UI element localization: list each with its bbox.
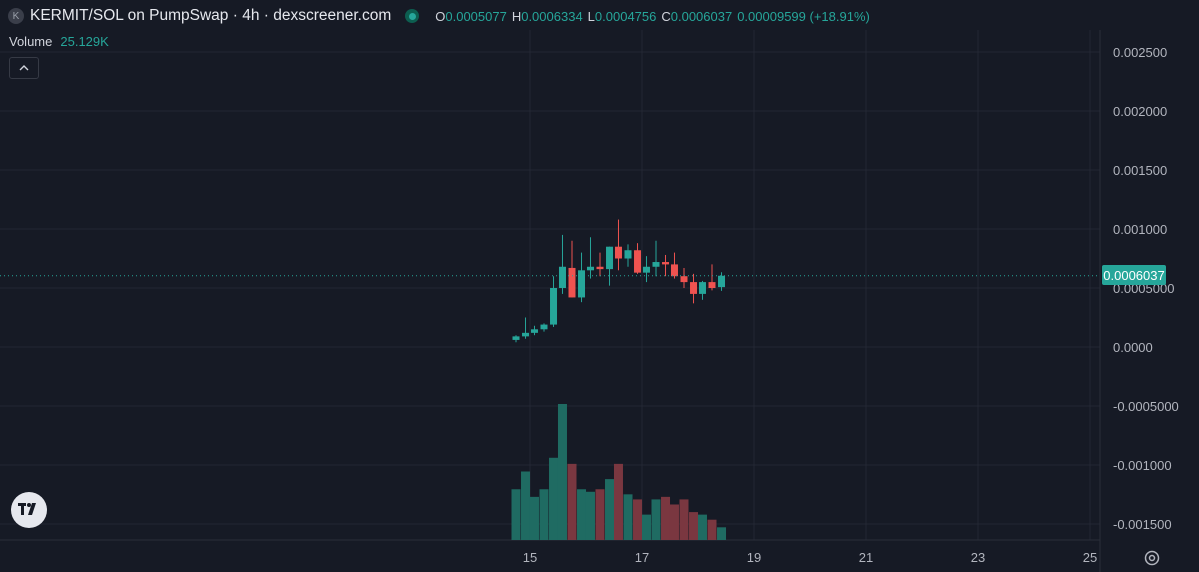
candle-body <box>690 282 698 294</box>
high-value: 0.0006334 <box>521 8 583 24</box>
y-tick-label: -0.0005000 <box>1113 399 1179 414</box>
candle-body <box>596 266 604 270</box>
volume-bar <box>707 519 717 540</box>
close-value: 0.0006037 <box>670 8 733 24</box>
volume-bar <box>605 479 615 540</box>
ohlc-readout: O0.0005077 H0.0006334 L0.0004756 C0.0006… <box>435 9 870 24</box>
close-label: C <box>661 8 671 24</box>
low-value: 0.0004756 <box>594 8 657 24</box>
x-axis: 15 17 19 21 23 25 <box>523 550 1097 565</box>
candle-body <box>634 250 642 273</box>
collapse-legend-button[interactable] <box>9 57 39 79</box>
open-label: O <box>435 8 446 24</box>
volume-bar <box>697 514 707 540</box>
x-tick-label: 21 <box>859 550 873 565</box>
volume-legend: Volume 25.129K <box>9 34 109 49</box>
volume-bars <box>511 404 727 540</box>
candle-body <box>540 324 548 330</box>
live-status-icon <box>405 9 420 23</box>
volume-bar <box>529 496 539 540</box>
volume-bar <box>521 471 531 540</box>
candle-body <box>624 250 632 259</box>
candle-body <box>698 282 706 294</box>
candle-body <box>662 262 670 265</box>
y-tick-label: -0.001000 <box>1113 458 1172 473</box>
volume-bar <box>689 512 699 540</box>
candle-body <box>708 282 716 288</box>
volume-bar <box>539 489 549 540</box>
candle-body <box>680 276 688 283</box>
candle-body <box>606 246 614 270</box>
volume-bar <box>585 491 595 540</box>
y-tick-label: -0.001500 <box>1113 517 1172 532</box>
high-label: H <box>511 8 522 24</box>
x-tick-label: 25 <box>1083 550 1097 565</box>
volume-label: Volume <box>9 34 53 49</box>
volume-bar <box>613 463 623 540</box>
volume-bar <box>549 457 559 540</box>
volume-bar <box>623 494 633 540</box>
candle-body <box>586 266 594 271</box>
candle-body <box>558 266 566 288</box>
candle-body <box>578 270 586 298</box>
x-tick-label: 15 <box>523 550 537 565</box>
low-label: L <box>587 8 595 24</box>
y-tick-label: 0.001500 <box>1113 163 1167 178</box>
volume-value: 25.129K <box>60 34 109 49</box>
change-value: 0.00009599 (+18.91%) <box>737 8 870 24</box>
chart-title: KERMIT/SOL on PumpSwap · 4h · dexscreene… <box>30 7 392 24</box>
volume-bar <box>577 489 587 540</box>
y-tick-label: 0.001000 <box>1113 222 1167 237</box>
volume-bar <box>633 499 643 540</box>
token-logo-icon: K <box>8 8 24 24</box>
volume-bar <box>717 527 727 540</box>
candle-body <box>512 336 520 340</box>
candle-body <box>530 329 538 333</box>
tv-mark <box>18 503 36 515</box>
x-tick-label: 19 <box>747 550 761 565</box>
volume-bar <box>641 514 651 540</box>
candle-body <box>550 288 558 325</box>
x-tick-label: 17 <box>635 550 649 565</box>
y-tick-label: 0.0000 <box>1113 340 1153 355</box>
x-tick-label: 23 <box>971 550 985 565</box>
settings-gear-icon[interactable] <box>1143 549 1161 567</box>
candle-body <box>670 264 678 277</box>
volume-bar <box>567 463 577 540</box>
volume-bar <box>651 499 661 540</box>
candle-body <box>718 275 726 288</box>
candle-body <box>642 266 650 273</box>
candle-body <box>568 267 576 298</box>
volume-bar <box>661 496 671 540</box>
chart-header: K KERMIT/SOL on PumpSwap · 4h · dexscree… <box>8 6 870 26</box>
tradingview-logo-icon[interactable] <box>11 492 47 528</box>
volume-bar <box>511 489 521 540</box>
candles <box>512 219 726 343</box>
volume-bar <box>669 504 679 540</box>
y-tick-label: 0.002500 <box>1113 45 1167 60</box>
volume-bar <box>595 489 605 540</box>
volume-bar <box>557 404 567 540</box>
candle-body <box>652 262 660 267</box>
y-tick-label: 0.002000 <box>1113 104 1167 119</box>
candle-body <box>614 246 622 259</box>
candle-body <box>522 332 530 337</box>
open-value: 0.0005077 <box>445 8 507 24</box>
volume-bar <box>679 499 689 540</box>
last-price-tag: 0.0006037 <box>1102 265 1166 285</box>
y-axis: 0.0025000.0020000.0015000.0010000.000500… <box>1113 45 1179 532</box>
chevron-up-icon <box>19 65 29 71</box>
